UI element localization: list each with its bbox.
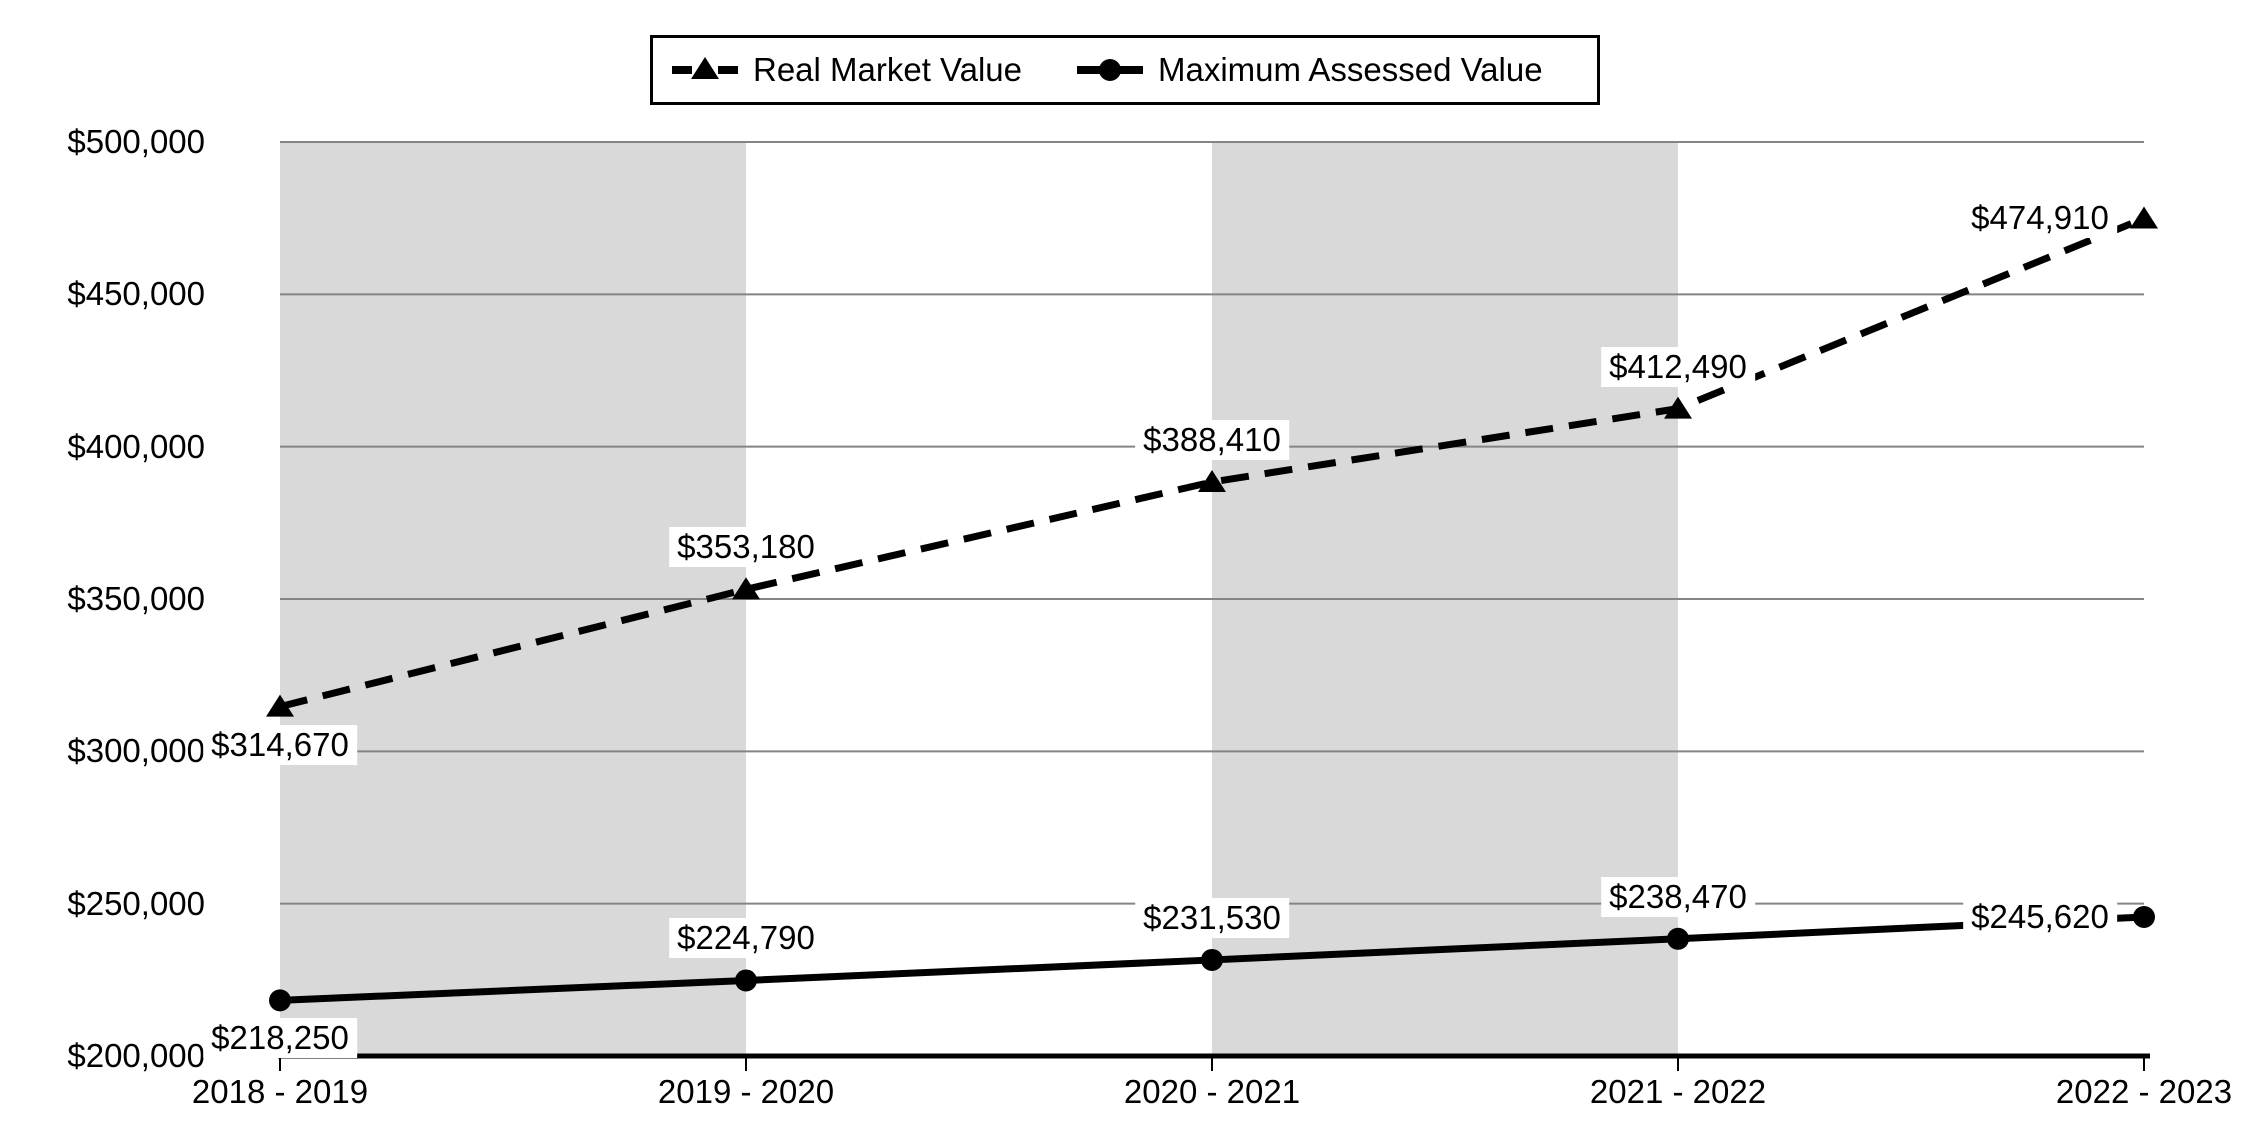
data-label-real-market-value: $474,910 bbox=[1963, 198, 2117, 239]
solid-line-circle-marker-icon bbox=[1077, 59, 1143, 81]
y-axis-tick-label: $400,000 bbox=[67, 427, 205, 465]
y-axis-tick-label: $250,000 bbox=[67, 884, 205, 922]
x-axis-tick-label: 2019 - 2020 bbox=[657, 1073, 835, 1110]
circle-marker bbox=[1667, 927, 1689, 950]
circle-marker bbox=[1201, 948, 1223, 971]
triangle-marker bbox=[1664, 396, 1692, 419]
x-axis-tick-label: 2022 - 2023 bbox=[2055, 1073, 2233, 1110]
circle-marker bbox=[735, 969, 757, 992]
x-axis-tick-label: 2018 - 2019 bbox=[191, 1073, 369, 1110]
x-axis-tick-label: 2021 - 2022 bbox=[1589, 1073, 1767, 1110]
y-axis-tick-label: $200,000 bbox=[67, 1037, 205, 1074]
data-label-maximum-assessed-value: $238,470 bbox=[1601, 876, 1755, 917]
triangle-marker bbox=[732, 577, 760, 600]
triangle-marker bbox=[266, 694, 294, 717]
data-label-real-market-value: $353,180 bbox=[669, 527, 823, 568]
y-axis-tick-label: $300,000 bbox=[67, 732, 205, 770]
triangle-marker bbox=[1198, 469, 1226, 492]
data-label-maximum-assessed-value: $218,250 bbox=[203, 1018, 357, 1059]
chart-legend: Real Market Value Maximum Assessed Value bbox=[650, 35, 1600, 105]
y-axis-tick-label: $500,000 bbox=[67, 123, 205, 160]
y-axis-tick-label: $350,000 bbox=[67, 580, 205, 617]
data-label-real-market-value: $412,490 bbox=[1601, 346, 1755, 387]
triangle-marker bbox=[2130, 206, 2158, 229]
legend-label-maximum-assessed-value: Maximum Assessed Value bbox=[1158, 51, 1543, 88]
y-axis-tick-label: $450,000 bbox=[67, 275, 205, 313]
x-axis-tick-label: 2020 - 2021 bbox=[1123, 1073, 1301, 1110]
series-line-real-market-value bbox=[279, 215, 2146, 711]
dashed-line-triangle-marker-icon bbox=[672, 57, 738, 79]
circle-marker bbox=[2133, 906, 2155, 929]
legend-label-real-market-value: Real Market Value bbox=[753, 51, 1023, 88]
circle-marker bbox=[269, 989, 291, 1012]
data-label-real-market-value: $388,410 bbox=[1135, 419, 1289, 460]
data-label-maximum-assessed-value: $245,620 bbox=[1963, 897, 2117, 937]
data-label-real-market-value: $314,670 bbox=[203, 724, 357, 765]
data-label-maximum-assessed-value: $231,530 bbox=[1135, 897, 1289, 938]
data-label-maximum-assessed-value: $224,790 bbox=[669, 918, 823, 959]
